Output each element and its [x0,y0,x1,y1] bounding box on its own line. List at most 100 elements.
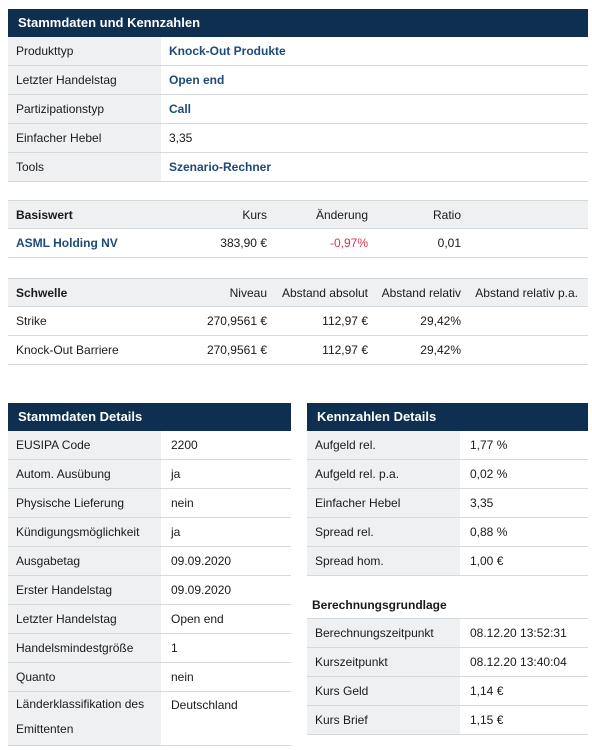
detail-row: Aufgeld rel. 1,77 % [307,431,588,460]
detail-value: 09.09.2020 [171,554,232,568]
detail-value: 3,35 [470,496,494,510]
detail-value: 0,88 % [470,525,508,539]
berechnungsgrundlage-title: Berechnungsgrundlage [307,581,588,619]
detail-row: Kurs Geld 1,14 € [307,677,588,706]
table-row: ASML Holding NV 383,90 € -0,97% 0,01 [8,229,588,258]
detail-label: Erster Handelstag [8,576,161,604]
basiswert-kurs: 383,90 € [220,236,267,250]
schwelle-niveau: 270,9561 € [206,314,267,328]
detail-label: Kurszeitpunkt [307,648,460,676]
kennzahlen-details-panel: Kennzahlen Details Aufgeld rel. 1,77 % Au… [307,403,588,735]
schwelle-name: Strike [16,314,47,328]
detail-label: Kündigungsmöglichkeit [8,518,161,546]
label-produkttyp: Produkttyp [8,37,161,65]
detail-row: Einfacher Hebel 3,35 [307,489,588,518]
detail-label: Spread rel. [307,518,460,546]
label-einfacher-hebel: Einfacher Hebel [8,124,161,152]
table-row: Knock-Out Barriere 270,9561 € 112,97 € 2… [8,336,588,365]
basiswert-link[interactable]: ASML Holding NV [16,236,118,250]
detail-label: Quanto [8,663,161,691]
header-schwelle: Schwelle [16,285,68,300]
detail-row: Kündigungsmöglichkeit ja [8,518,291,547]
schwelle-table: Schwelle Niveau Abstand absolut Abstand … [8,278,588,365]
detail-value: nein [171,670,194,684]
detail-row: Aufgeld rel. p.a. 0,02 % [307,460,588,489]
detail-value: 1,14 € [470,684,504,698]
schwelle-name: Knock-Out Barriere [16,343,119,357]
basiswert-table: Basiswert Kurs Änderung Ratio ASML Holdi… [8,200,588,258]
detail-label: Aufgeld rel. [307,431,460,459]
schwelle-abstand-absolut: 112,97 € [322,343,368,357]
detail-label: EUSIPA Code [8,431,161,459]
stammdaten-details-title: Stammdaten Details [8,403,291,431]
header-basiswert: Basiswert [16,207,73,222]
value-einfacher-hebel: 3,35 [169,131,193,145]
detail-row: Kurszeitpunkt 08.12.20 13:40:04 [307,648,588,677]
szenario-rechner-link[interactable]: Szenario-Rechner [169,160,272,174]
link-produkttyp[interactable]: Knock-Out Produkte [169,44,286,58]
detail-value: 1,00 € [470,554,504,568]
detail-label: Spread hom. [307,547,460,575]
basiswert-ratio: 0,01 [437,236,461,250]
basiswert-header-row: Basiswert Kurs Änderung Ratio [8,200,588,229]
row-partizipationstyp: Partizipationstyp Call [8,95,588,124]
basiswert-aenderung: -0,97% [329,236,368,250]
detail-row: Physische Lieferung nein [8,489,291,518]
schwelle-header-row: Schwelle Niveau Abstand absolut Abstand … [8,278,588,307]
table-row: Strike 270,9561 € 112,97 € 29,42% [8,307,588,336]
detail-value: 2200 [171,438,198,452]
detail-value: Deutschland [171,698,238,712]
label-tools: Tools [8,153,161,181]
detail-value: 1 [171,641,178,655]
detail-value: ja [171,525,181,539]
header-abstand-relativ: Abstand relativ [381,285,461,300]
detail-row: Spread rel. 0,88 % [307,518,588,547]
detail-label: Handelsmindestgröße [8,634,161,662]
stammdaten-details-panel: Stammdaten Details EUSIPA Code 2200 Autom… [8,403,291,746]
header-niveau: Niveau [229,285,267,300]
header-ratio: Ratio [432,207,461,222]
detail-row: Länderklassifikation des Emittenten Deuts… [8,692,291,746]
label-partizipationstyp: Partizipationstyp [8,95,161,123]
row-einfacher-hebel: Einfacher Hebel 3,35 [8,124,588,153]
detail-label: Autom. Ausübung [8,460,161,488]
schwelle-abstand-relativ: 29,42% [420,314,461,328]
schwelle-niveau: 270,9561 € [206,343,267,357]
detail-row: Autom. Ausübung ja [8,460,291,489]
detail-row: Spread hom. 1,00 € [307,547,588,576]
kennzahlen-details-title: Kennzahlen Details [307,403,588,431]
detail-label: Berechnungszeitpunkt [307,619,460,647]
detail-value: 1,77 % [470,438,508,452]
detail-label: Letzter Handelstag [8,605,161,633]
detail-row: Quanto nein [8,663,291,692]
detail-row: Ausgabetag 09.09.2020 [8,547,291,576]
value-partizipationstyp: Call [169,102,192,116]
detail-value: 08.12.20 13:52:31 [470,626,567,640]
detail-label: Kurs Geld [307,677,460,705]
detail-row: Letzter Handelstag Open end [8,605,291,634]
label-letzter-handelstag: Letzter Handelstag [8,66,161,94]
schwelle-abstand-absolut: 112,97 € [322,314,368,328]
detail-value: 08.12.20 13:40:04 [470,655,567,669]
detail-row: Handelsmindestgröße 1 [8,634,291,663]
detail-row: EUSIPA Code 2200 [8,431,291,460]
row-produkttyp: Produkttyp Knock-Out Produkte [8,37,588,66]
detail-label: Ausgabetag [8,547,161,575]
detail-row: Erster Handelstag 09.09.2020 [8,576,291,605]
stammdaten-kennzahlen-title: Stammdaten und Kennzahlen [8,9,588,37]
schwelle-abstand-relativ: 29,42% [420,343,461,357]
row-letzter-handelstag: Letzter Handelstag Open end [8,66,588,95]
detail-label: Einfacher Hebel [307,489,460,517]
header-abstand-relativ-pa: Abstand relativ p.a. [475,285,578,300]
detail-value: Open end [171,612,224,626]
detail-value: 0,02 % [470,467,508,481]
detail-label: Kurs Brief [307,706,460,734]
header-aenderung: Änderung [315,207,368,222]
value-letzter-handelstag: Open end [169,73,225,87]
detail-value: 09.09.2020 [171,583,232,597]
header-abstand-absolut: Abstand absolut [281,285,368,300]
detail-label: Länderklassifikation des Emittenten [8,692,161,745]
detail-label: Physische Lieferung [8,489,161,517]
detail-value: nein [171,496,194,510]
stammdaten-kennzahlen-panel: Stammdaten und Kennzahlen Produkttyp Kno… [8,9,588,182]
